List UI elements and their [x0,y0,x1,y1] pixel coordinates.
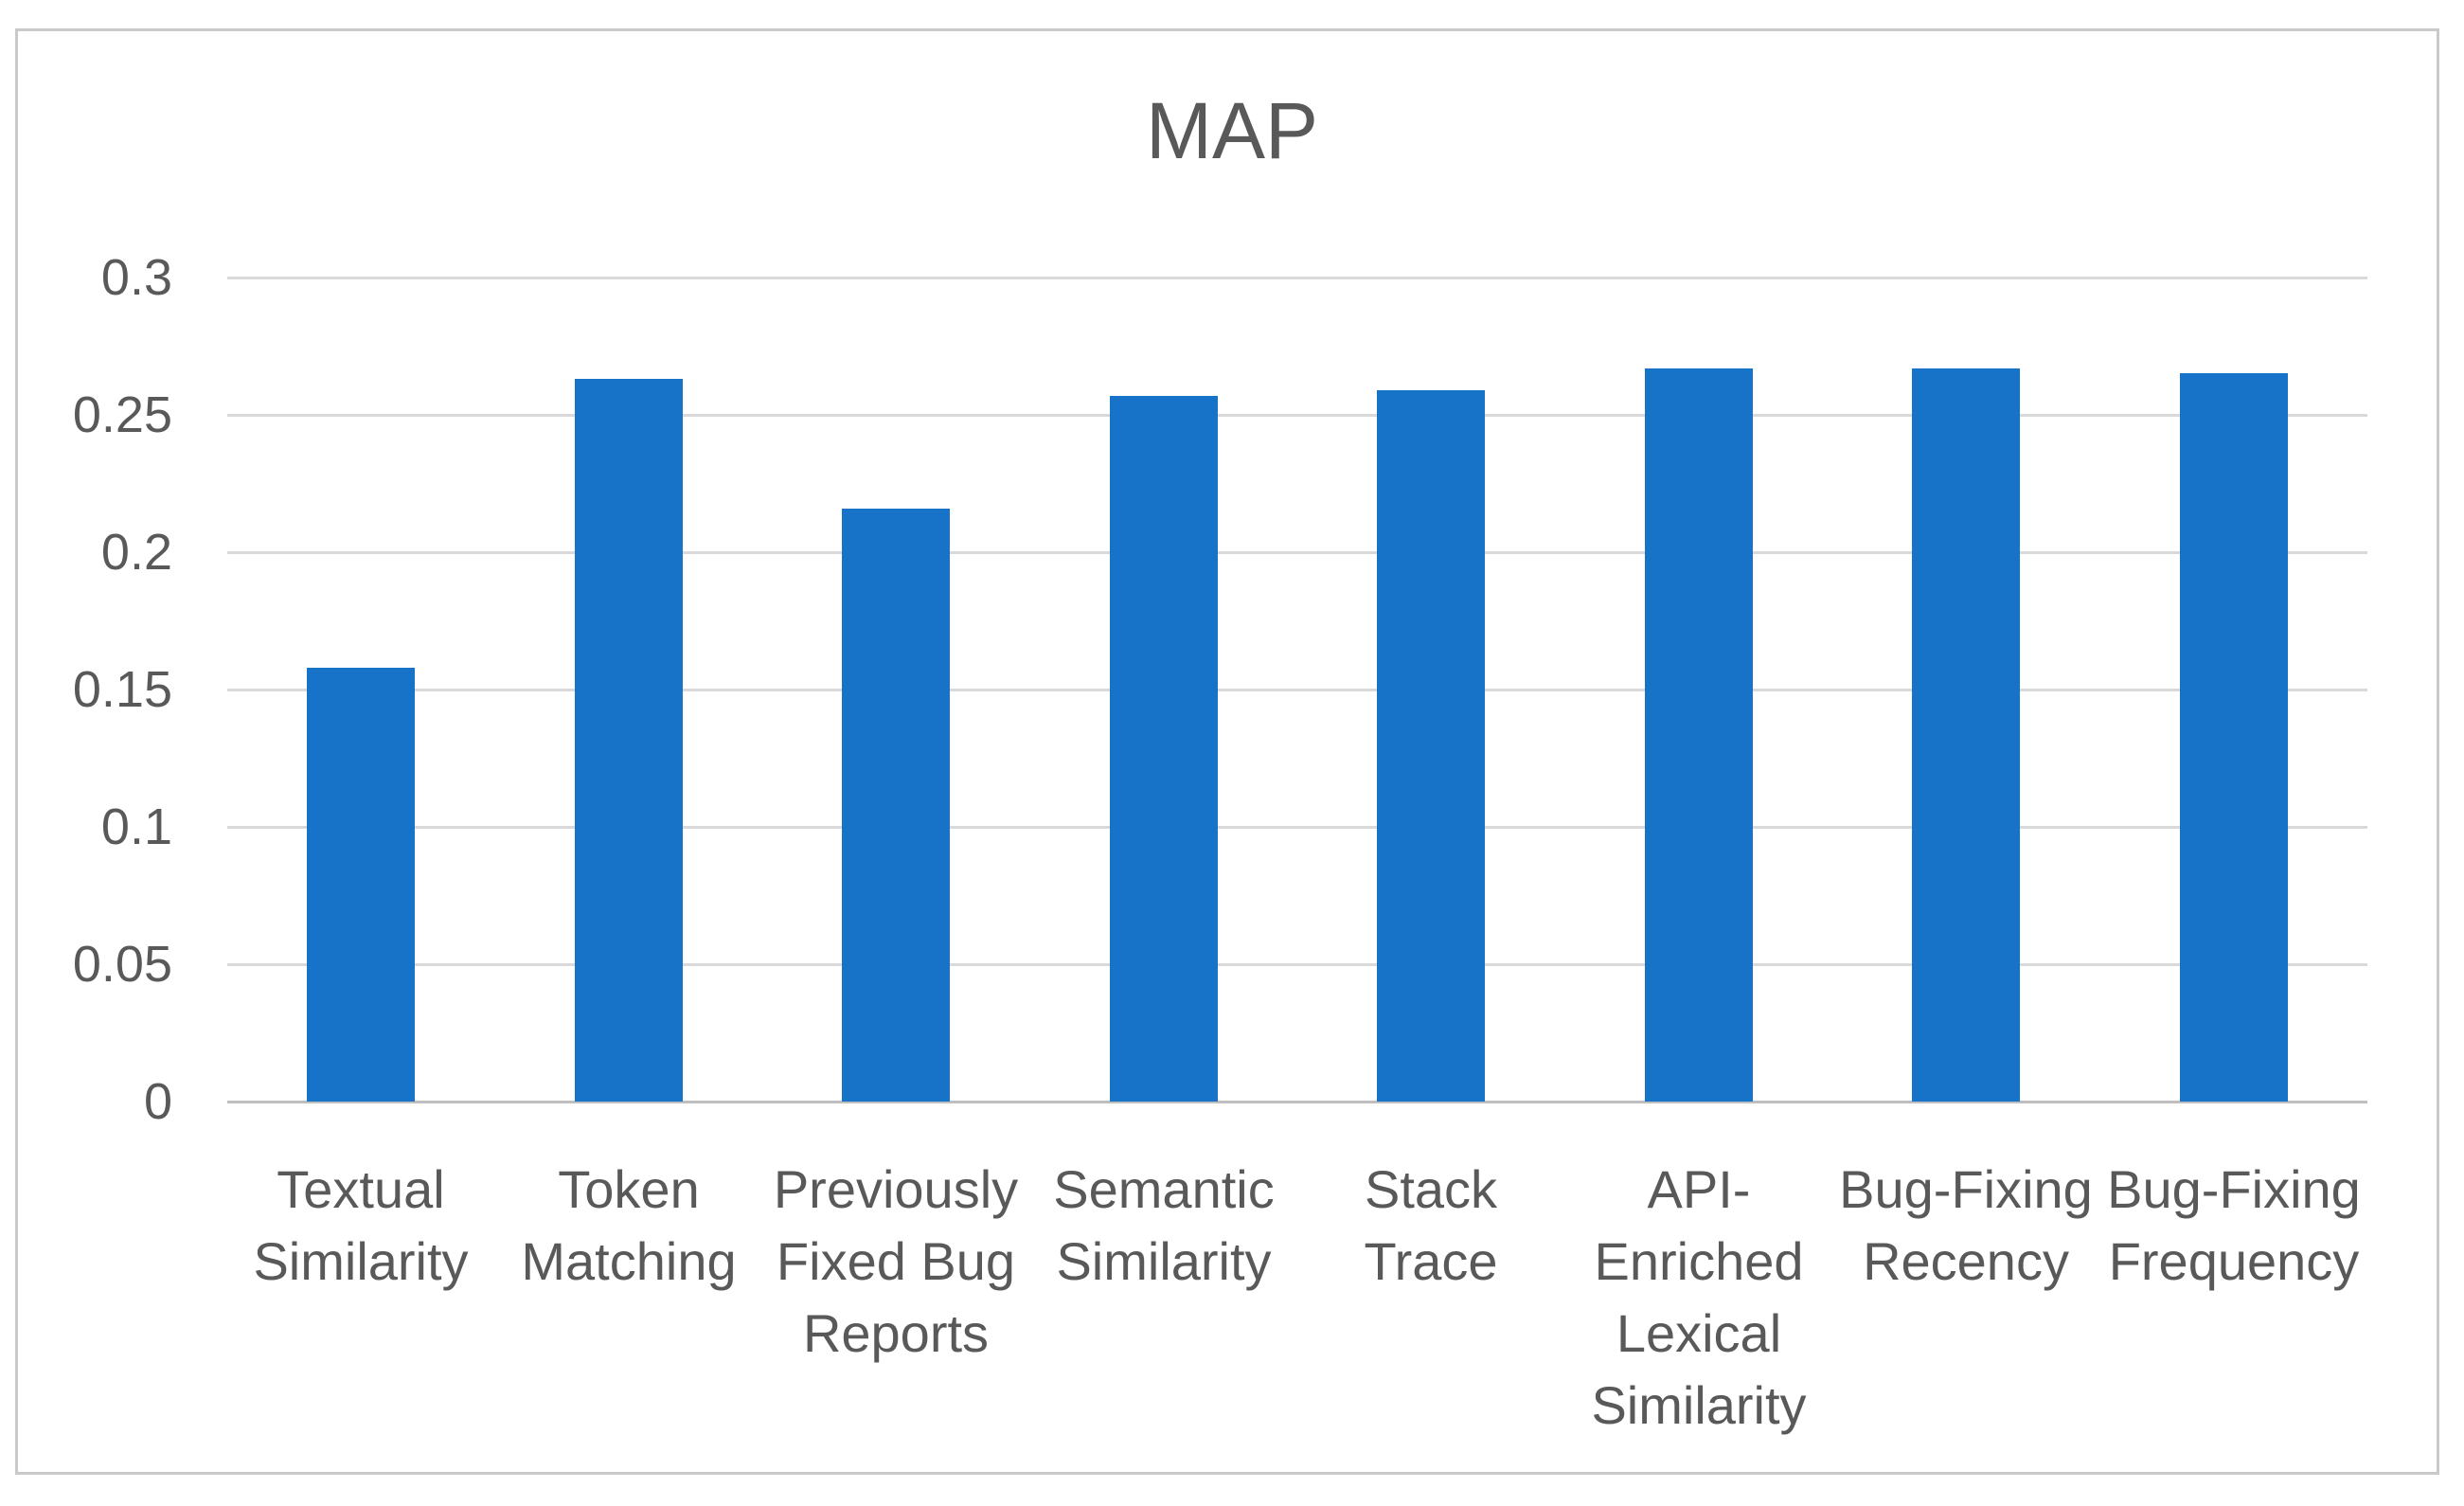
bar-6 [1912,368,2020,1102]
bar-7 [2180,373,2288,1102]
x-category-label: Bug-Fixing Recency [1839,1159,2093,1291]
x-category-label: Bug-Fixing Frequency [2107,1159,2361,1291]
y-tick-label: 0.2 [100,524,172,581]
bar-3 [1110,396,1218,1102]
bar-0 [307,668,415,1102]
x-category-label: Semantic Similarity [1053,1159,1275,1291]
gridline [227,551,2367,554]
x-category-label: Previously Fixed Bug Reports [773,1159,1019,1363]
gridline [227,963,2367,966]
y-tick-label: 0.15 [72,661,172,718]
y-tick-label: 0.05 [72,936,172,993]
x-category-label: Token Matching [521,1159,737,1291]
y-tick-label: 0.25 [72,386,172,443]
gridline [227,277,2367,279]
y-tick-label: 0 [143,1073,172,1130]
bar-1 [575,379,683,1102]
gridline [227,826,2367,829]
bar-2 [842,509,950,1102]
figure-frame [15,28,2439,1475]
x-axis-line [227,1101,2367,1103]
y-tick-label: 0.1 [100,798,172,855]
y-tick-label: 0.3 [100,249,172,306]
bar-4 [1377,390,1485,1102]
x-category-label: API- Enriched Lexical Similarity [1591,1159,1807,1435]
chart-title: MAP [1145,86,1319,175]
x-category-label: Textual Similarity [253,1159,469,1291]
gridline [227,689,2367,691]
gridline [227,414,2367,417]
bar-5 [1645,368,1753,1102]
x-category-label: Stack Trace [1364,1159,1498,1291]
